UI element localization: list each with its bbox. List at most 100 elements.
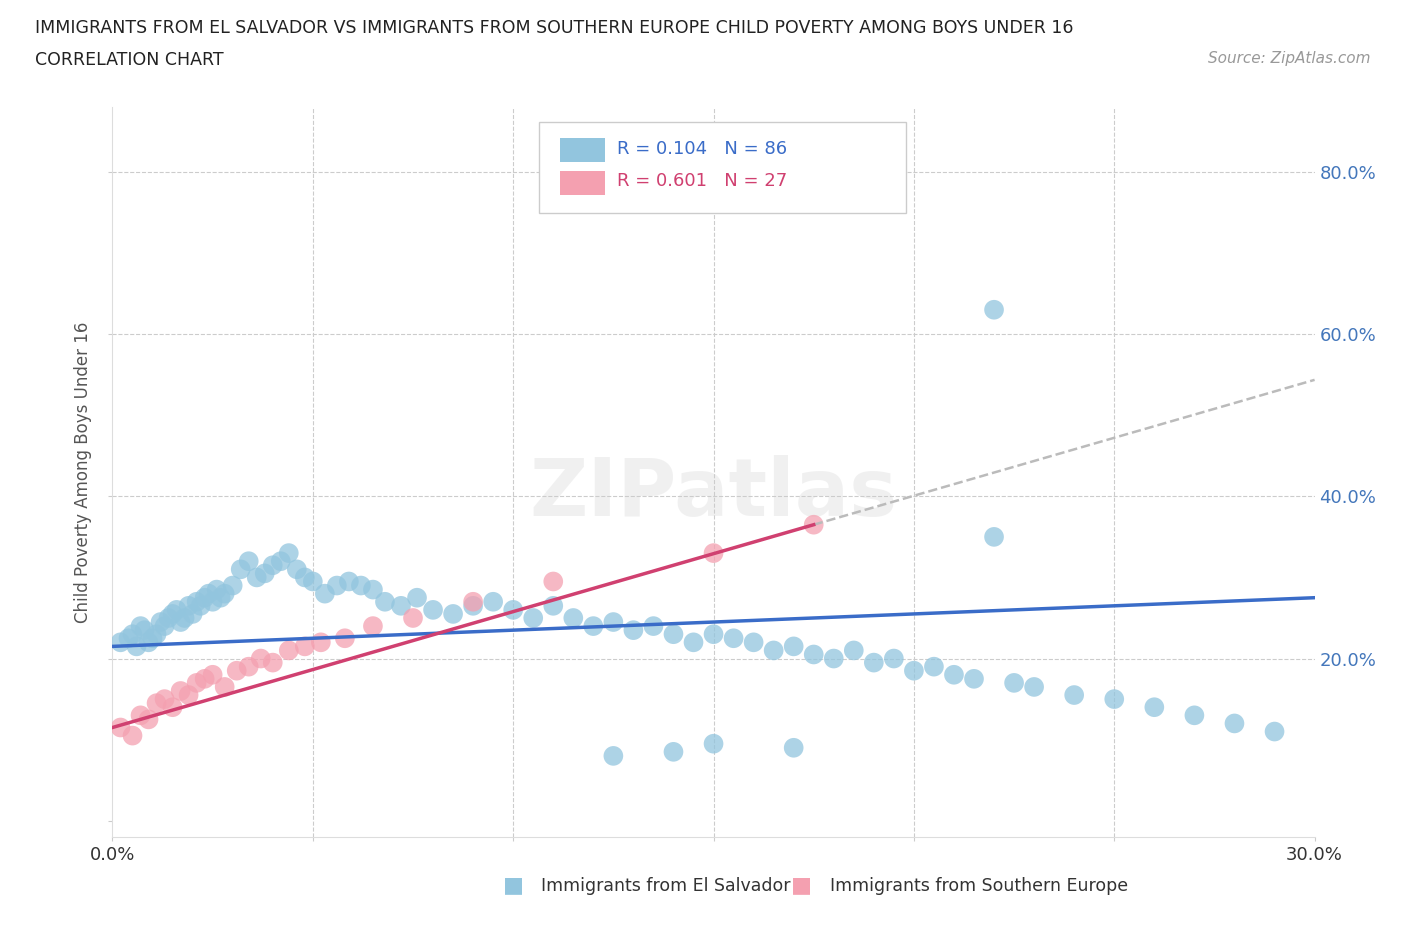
- Point: [582, 618, 605, 633]
- Text: R = 0.601   N = 27: R = 0.601 N = 27: [617, 172, 787, 191]
- Point: [1184, 708, 1206, 723]
- Point: [333, 631, 356, 645]
- Point: [502, 603, 524, 618]
- Point: [703, 737, 725, 751]
- Point: [262, 558, 284, 573]
- Point: [703, 627, 725, 642]
- Point: [177, 598, 200, 613]
- Point: [121, 728, 143, 743]
- Point: [983, 302, 1005, 317]
- Point: [783, 639, 806, 654]
- Point: [326, 578, 349, 593]
- Point: [543, 574, 565, 589]
- Point: [623, 623, 645, 638]
- Point: [270, 553, 292, 568]
- Point: [374, 594, 396, 609]
- Point: [1024, 680, 1046, 695]
- Point: [643, 618, 665, 633]
- Point: [157, 611, 180, 626]
- Point: [129, 618, 152, 633]
- Point: [742, 635, 765, 650]
- Point: [943, 668, 966, 683]
- Point: [229, 562, 252, 577]
- Point: [181, 606, 204, 621]
- Point: [662, 744, 685, 759]
- Point: [883, 651, 905, 666]
- Point: [173, 611, 195, 626]
- Point: [141, 631, 165, 645]
- Point: [138, 712, 160, 727]
- Point: [285, 562, 308, 577]
- Point: [441, 606, 464, 621]
- Point: [145, 627, 167, 642]
- Point: [125, 639, 148, 654]
- Point: [249, 651, 271, 666]
- Point: [177, 687, 200, 702]
- Text: ■: ■: [792, 874, 811, 895]
- Point: [117, 631, 139, 645]
- Point: [201, 668, 224, 683]
- Point: [482, 594, 505, 609]
- Point: [138, 635, 160, 650]
- Point: [783, 740, 806, 755]
- Point: [294, 570, 316, 585]
- Point: [361, 618, 384, 633]
- Point: [169, 684, 191, 698]
- Point: [461, 598, 484, 613]
- Point: [129, 708, 152, 723]
- Point: [153, 692, 176, 707]
- Point: [134, 623, 156, 638]
- Point: [262, 655, 284, 670]
- Bar: [560, 171, 606, 194]
- Point: [543, 598, 565, 613]
- Point: [602, 749, 624, 764]
- FancyBboxPatch shape: [540, 122, 905, 213]
- Point: [1104, 692, 1126, 707]
- Point: [145, 696, 167, 711]
- Point: [201, 594, 224, 609]
- Point: [166, 603, 188, 618]
- Point: [194, 671, 217, 686]
- Point: [842, 643, 865, 658]
- Point: [302, 574, 325, 589]
- Point: [863, 655, 886, 670]
- Point: [197, 586, 219, 601]
- Point: [703, 546, 725, 561]
- Point: [963, 671, 986, 686]
- Text: ■: ■: [503, 874, 523, 895]
- Point: [1002, 675, 1025, 690]
- Point: [238, 659, 260, 674]
- Point: [225, 663, 247, 678]
- Point: [277, 546, 299, 561]
- Point: [309, 635, 332, 650]
- Point: [983, 529, 1005, 544]
- Point: [903, 663, 925, 678]
- Text: R = 0.104   N = 86: R = 0.104 N = 86: [617, 140, 787, 157]
- Point: [149, 615, 172, 630]
- Point: [205, 582, 228, 597]
- Point: [562, 611, 585, 626]
- Point: [186, 594, 208, 609]
- Point: [294, 639, 316, 654]
- Y-axis label: Child Poverty Among Boys Under 16: Child Poverty Among Boys Under 16: [75, 321, 93, 623]
- Point: [422, 603, 444, 618]
- Point: [803, 647, 825, 662]
- Point: [803, 517, 825, 532]
- Point: [1223, 716, 1246, 731]
- Point: [1143, 699, 1166, 714]
- Point: [762, 643, 785, 658]
- Point: [602, 615, 624, 630]
- Point: [194, 591, 217, 605]
- Point: [406, 591, 429, 605]
- Point: [389, 598, 412, 613]
- Bar: [560, 139, 606, 162]
- Point: [246, 570, 269, 585]
- Point: [662, 627, 685, 642]
- Point: [277, 643, 299, 658]
- Point: [522, 611, 544, 626]
- Point: [214, 586, 236, 601]
- Text: CORRELATION CHART: CORRELATION CHART: [35, 51, 224, 69]
- Point: [350, 578, 373, 593]
- Point: [222, 578, 245, 593]
- Point: [922, 659, 945, 674]
